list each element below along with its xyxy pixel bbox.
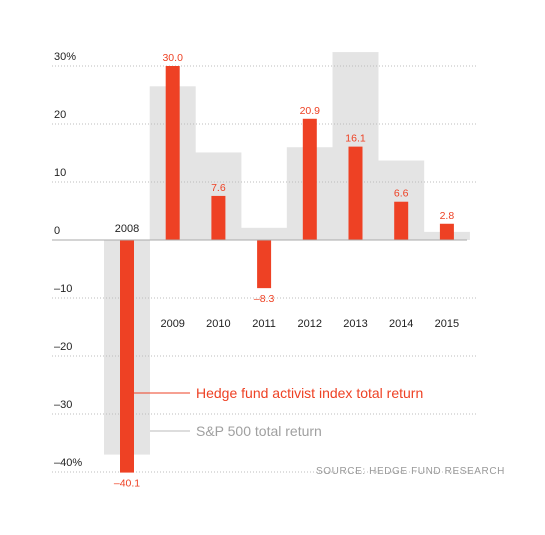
data-label-2011: –8.3 <box>254 293 275 305</box>
x-tick-label: 2015 <box>435 318 459 330</box>
y-tick-label: 10 <box>54 167 66 179</box>
hedge-fund-bars <box>120 66 454 473</box>
hedge-fund-bar-2010 <box>211 195 226 240</box>
data-label-2015: 2.8 <box>440 210 455 222</box>
y-tick-label: 20 <box>54 109 66 121</box>
data-label-2014: 6.6 <box>394 188 409 200</box>
hedge-fund-bar-2009 <box>165 66 180 240</box>
data-label-2010: 7.6 <box>211 182 226 194</box>
x-tick-label: 2008 <box>115 223 139 235</box>
data-label-2009: 30.0 <box>162 52 183 64</box>
data-label-2008: –40.1 <box>114 478 140 490</box>
labels: 30%20100–10–20–30–40%–40.1200830.020097.… <box>54 51 459 490</box>
x-tick-label: 2013 <box>343 318 367 330</box>
y-tick-label: –40% <box>54 457 82 469</box>
x-tick-label: 2010 <box>206 318 230 330</box>
x-tick-label: 2011 <box>252 318 276 330</box>
source-note: SOURCE: HEDGE FUND RESEARCH <box>316 466 505 477</box>
x-tick-label: 2012 <box>298 318 322 330</box>
legend: Hedge fund activist index total return S&… <box>134 385 423 439</box>
legend-hedge-fund: Hedge fund activist index total return <box>196 385 423 401</box>
y-tick-label: –10 <box>54 283 72 295</box>
y-tick-label: –20 <box>54 341 72 353</box>
hedge-fund-bar-2014 <box>394 201 409 240</box>
hedge-fund-bar-2013 <box>348 146 363 240</box>
data-label-2012: 20.9 <box>300 105 321 117</box>
hedge-fund-bar-2012 <box>302 118 317 240</box>
y-tick-label: 0 <box>54 225 60 237</box>
hedge-fund-bar-2015 <box>439 223 454 240</box>
hedge-fund-bar-2008 <box>120 240 134 473</box>
x-tick-label: 2009 <box>160 318 184 330</box>
gridlines <box>52 65 477 473</box>
y-tick-label: –30 <box>54 399 72 411</box>
hedge-fund-bar-2011 <box>257 240 272 289</box>
y-tick-label: 30% <box>54 51 76 63</box>
legend-sp500: S&P 500 total return <box>196 423 322 439</box>
x-tick-label: 2014 <box>389 318 413 330</box>
sp500-bar-2011 <box>241 227 288 240</box>
data-label-2013: 16.1 <box>345 133 366 145</box>
